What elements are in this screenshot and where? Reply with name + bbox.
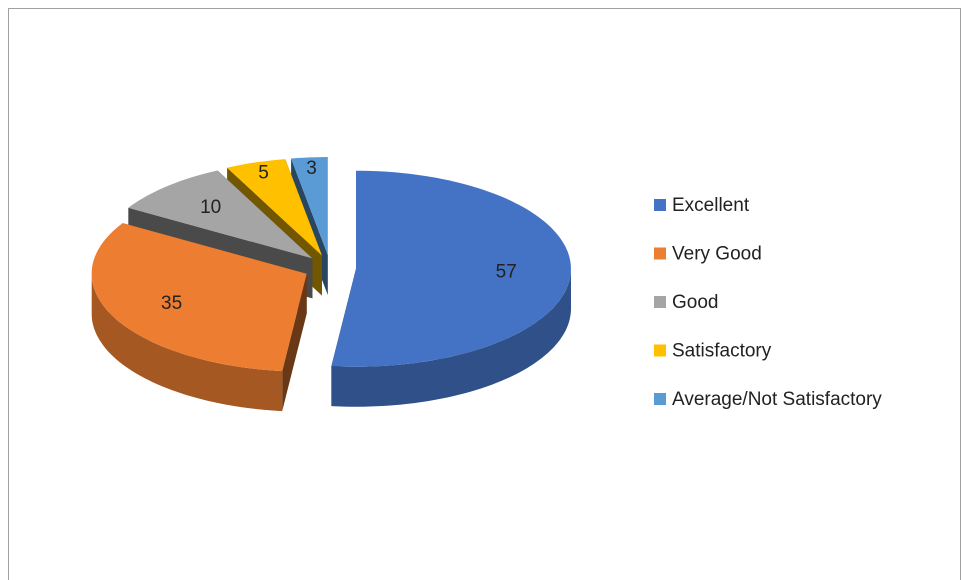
slice-top [291, 157, 328, 255]
legend-swatch [654, 296, 666, 308]
data-label: 5 [258, 163, 269, 184]
slice-top [128, 170, 313, 259]
data-label: 35 [161, 293, 182, 314]
pie-slice [91, 223, 307, 412]
legend-swatch [654, 393, 666, 405]
legend-label: Average/Not Satisfactory [672, 389, 882, 410]
slice-side [91, 273, 283, 412]
legend-label: Satisfactory [672, 341, 772, 362]
data-label: 3 [306, 158, 317, 179]
slice-top [227, 159, 322, 256]
slice-side [331, 268, 571, 407]
pie-slice [331, 170, 571, 407]
legend-label: Good [672, 292, 718, 313]
legend-label: Excellent [672, 195, 750, 216]
legend-swatch [654, 344, 666, 357]
slice-top [331, 170, 571, 367]
data-label: 57 [496, 262, 517, 283]
slice-top [91, 223, 307, 372]
legend-label: Very Good [672, 244, 762, 265]
data-label: 10 [200, 197, 221, 218]
legend-swatch [654, 199, 666, 211]
legend-swatch [654, 247, 666, 260]
